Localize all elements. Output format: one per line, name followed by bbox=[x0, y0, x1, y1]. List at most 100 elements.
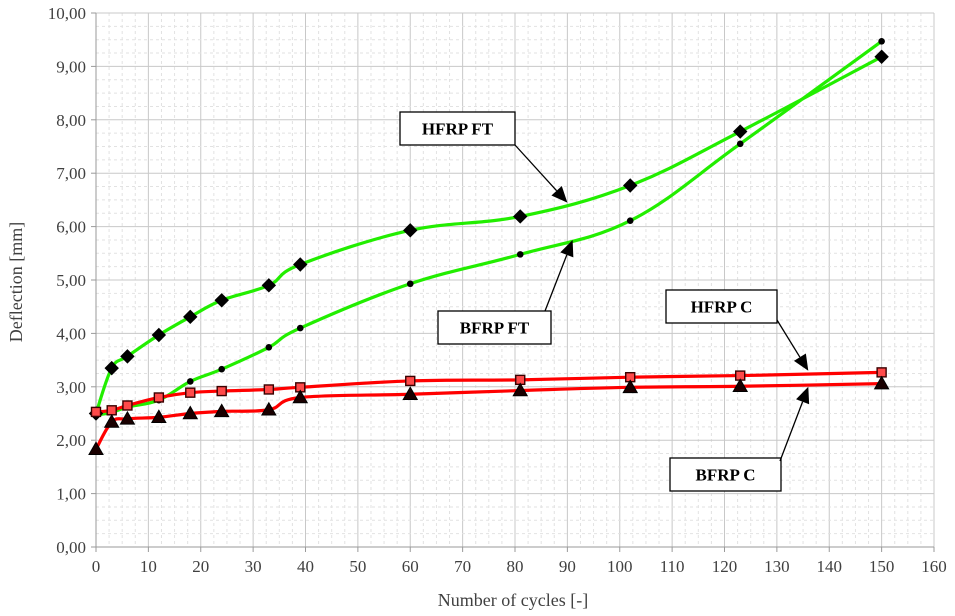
marker-hfrp-c bbox=[153, 392, 165, 403]
series-line-bfrp-c bbox=[94, 381, 884, 451]
marker-bfrp-c bbox=[88, 441, 104, 456]
marker-bfrp-c bbox=[402, 386, 419, 401]
marker-bfrp-c bbox=[103, 414, 120, 428]
y-tick-label: 3,00 bbox=[56, 378, 86, 397]
x-tick-label: 30 bbox=[245, 557, 262, 576]
marker-hfrp-ft bbox=[151, 327, 167, 343]
marker-bfrp-c bbox=[292, 389, 309, 404]
y-tick-label: 10,00 bbox=[48, 4, 86, 23]
marker-hfrp-c bbox=[263, 384, 275, 395]
marker-bfrp-c bbox=[213, 403, 230, 418]
marker-bfrp-c bbox=[512, 382, 529, 397]
x-tick-label: 50 bbox=[349, 557, 366, 576]
x-tick-label: 100 bbox=[607, 557, 633, 576]
marker-bfrp-c bbox=[260, 401, 277, 416]
marker-bfrp-ft bbox=[186, 378, 194, 385]
marker-bfrp-c bbox=[622, 379, 639, 394]
marker-bfrp-ft bbox=[736, 140, 744, 148]
y-tick-labels: 0,00 1,00 2,00 3,00 4,00 5,00 6,00 7,00 8,00 9,00… bbox=[48, 4, 86, 557]
x-tick-label: 140 bbox=[817, 557, 843, 576]
marker-bfrp-c bbox=[182, 405, 199, 420]
marker-hfrp-ft bbox=[403, 223, 418, 238]
marker-hfrp-c bbox=[106, 405, 117, 416]
y-axis-label: Deflection [mm] bbox=[6, 222, 26, 342]
callout-bfrp-ft: BFRP FT bbox=[437, 239, 574, 345]
x-tick-label: 40 bbox=[297, 557, 314, 576]
marker-hfrp-c bbox=[216, 385, 227, 397]
callout-hfrp-ft: HFRP FT bbox=[399, 111, 568, 203]
marker-bfrp-ft bbox=[296, 324, 304, 332]
marker-hfrp-c bbox=[90, 406, 102, 418]
x-tick-label: 150 bbox=[869, 557, 895, 576]
callout-box bbox=[399, 111, 516, 146]
y-tick-label: 4,00 bbox=[56, 324, 86, 343]
marker-bfrp-c bbox=[873, 375, 890, 390]
marker-hfrp-ft bbox=[513, 209, 528, 224]
x-tick-label: 160 bbox=[921, 557, 947, 576]
y-tick-label: 5,00 bbox=[56, 271, 86, 290]
callout-box bbox=[669, 457, 782, 492]
marker-hfrp-c bbox=[876, 367, 887, 378]
callout-label: BFRP FT bbox=[460, 319, 530, 338]
marker-hfrp-ft bbox=[293, 257, 308, 272]
y-tick-label: 8,00 bbox=[56, 111, 86, 130]
marker-bfrp-ft bbox=[218, 365, 225, 373]
marker-hfrp-c bbox=[122, 400, 133, 411]
callout-arrow-head bbox=[793, 353, 809, 371]
series-markers bbox=[88, 38, 890, 456]
marker-hfrp-ft bbox=[261, 278, 277, 293]
x-tick-label: 0 bbox=[92, 557, 101, 576]
y-tick-label: 6,00 bbox=[56, 218, 86, 237]
callout-box bbox=[437, 310, 552, 345]
marker-hfrp-ft bbox=[104, 360, 119, 376]
marker-hfrp-ft bbox=[874, 49, 889, 64]
marker-bfrp-c bbox=[119, 410, 136, 425]
x-tick-label: 60 bbox=[402, 557, 419, 576]
callout-hfrp-c: HFRP C bbox=[665, 289, 809, 371]
x-tick-label: 120 bbox=[712, 557, 738, 576]
marker-hfrp-ft bbox=[214, 293, 229, 308]
callout-box bbox=[665, 289, 778, 324]
callout-arrow-head bbox=[551, 186, 568, 203]
y-tick-label: 7,00 bbox=[56, 164, 86, 183]
marker-hfrp-ft bbox=[120, 349, 135, 364]
callout-arrow-head bbox=[796, 386, 810, 405]
marker-bfrp-ft bbox=[626, 217, 634, 225]
callout-arrow-line bbox=[544, 254, 568, 312]
annotations: HFRP FT BFRP FT HFRP C BFRP C bbox=[399, 111, 810, 492]
callout-arrow-line bbox=[779, 401, 804, 462]
x-tick-label: 70 bbox=[454, 557, 471, 576]
x-tick-label: 110 bbox=[660, 557, 685, 576]
marker-bfrp-c bbox=[150, 409, 167, 423]
marker-bfrp-ft bbox=[265, 343, 273, 351]
y-tick-label: 1,00 bbox=[56, 485, 86, 504]
callout-bfrp-c: BFRP C bbox=[669, 386, 810, 492]
marker-bfrp-ft bbox=[878, 38, 885, 45]
y-tick-label: 2,00 bbox=[56, 431, 86, 450]
callout-arrow-head bbox=[560, 239, 574, 258]
marker-bfrp-ft bbox=[516, 251, 524, 258]
x-tick-labels: 0 10 20 30 40 50 60 70 80 90 100 110 120 130 140 150 160 bbox=[92, 557, 947, 576]
x-tick-label: 80 bbox=[507, 557, 524, 576]
x-tick-label: 10 bbox=[140, 557, 157, 576]
marker-bfrp-ft bbox=[406, 280, 414, 288]
series-line-hfrp-c bbox=[94, 370, 884, 414]
callout-label: HFRP FT bbox=[422, 120, 494, 139]
axes bbox=[91, 12, 935, 552]
marker-hfrp-c bbox=[185, 387, 196, 398]
y-tick-label: 9,00 bbox=[56, 57, 86, 76]
marker-hfrp-ft bbox=[733, 124, 748, 139]
marker-hfrp-ft bbox=[623, 178, 638, 193]
x-axis-label: Number of cycles [-] bbox=[438, 590, 588, 610]
callout-arrow-line bbox=[776, 319, 801, 358]
marker-bfrp-c bbox=[732, 378, 749, 393]
callout-label: HFRP C bbox=[691, 298, 753, 317]
x-tick-label: 20 bbox=[192, 557, 209, 576]
marker-hfrp-ft bbox=[183, 309, 198, 325]
x-tick-label: 90 bbox=[559, 557, 576, 576]
callout-arrow-line bbox=[514, 144, 558, 192]
callout-label: BFRP C bbox=[696, 466, 756, 485]
x-tick-label: 130 bbox=[764, 557, 790, 576]
y-tick-label: 0,00 bbox=[56, 538, 86, 557]
